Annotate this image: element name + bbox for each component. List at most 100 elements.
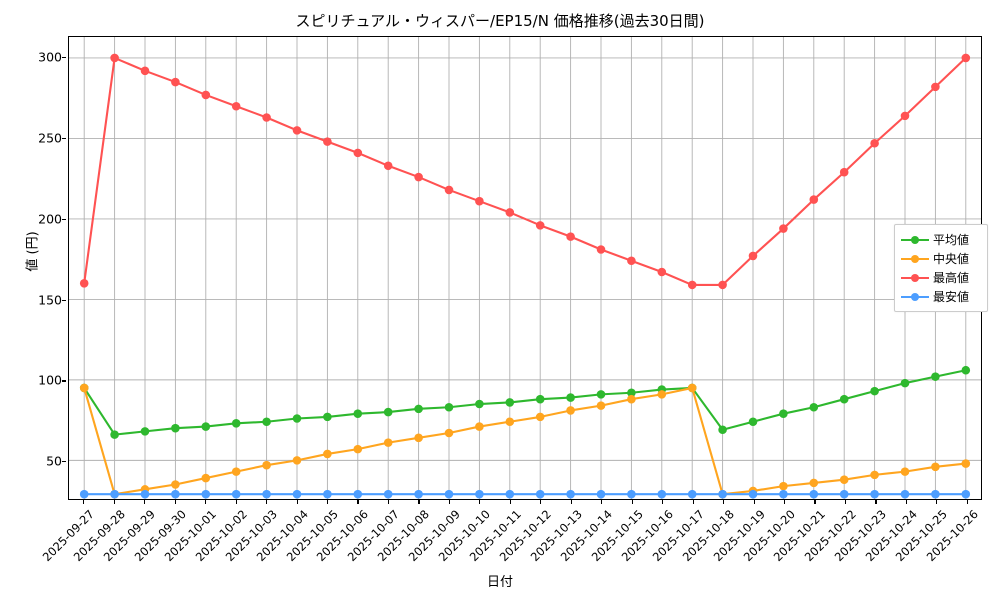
x-axis-tick-mark bbox=[448, 500, 451, 504]
x-axis-tick-mark bbox=[235, 500, 237, 504]
x-axis-tick-mark bbox=[631, 500, 633, 504]
x-axis-tick-mark bbox=[174, 500, 176, 504]
data-point bbox=[475, 489, 484, 499]
data-point bbox=[140, 489, 150, 499]
data-series-layer bbox=[79, 53, 971, 499]
data-point bbox=[323, 137, 332, 146]
x-axis-tick-group: 2025-09-27 2025-09-28 2025-09-29 2025-09-30… bbox=[40, 500, 982, 570]
data-point bbox=[444, 402, 454, 412]
data-point bbox=[140, 66, 150, 76]
data-point bbox=[900, 111, 910, 121]
series-line bbox=[83, 56, 967, 286]
data-point bbox=[505, 489, 515, 499]
data-point bbox=[657, 267, 667, 277]
data-point bbox=[961, 365, 971, 375]
legend-item-2[interactable]: 中央値 bbox=[901, 249, 981, 268]
x-axis-tick-mark bbox=[753, 500, 755, 504]
legend-marker-icon bbox=[901, 252, 929, 266]
data-point bbox=[718, 489, 727, 499]
data-point bbox=[353, 409, 363, 418]
data-point bbox=[475, 196, 484, 206]
data-point bbox=[292, 414, 302, 423]
data-point bbox=[444, 489, 454, 499]
data-point bbox=[839, 475, 849, 484]
data-point bbox=[475, 399, 484, 409]
data-point bbox=[262, 417, 271, 427]
data-point bbox=[505, 417, 515, 427]
data-point bbox=[627, 394, 636, 404]
data-point bbox=[201, 422, 211, 431]
data-point bbox=[779, 489, 788, 499]
legend-item-3[interactable]: 最高値 bbox=[901, 268, 981, 287]
data-point bbox=[839, 489, 849, 499]
x-axis-label: 日付 bbox=[486, 575, 513, 590]
data-point bbox=[657, 390, 667, 399]
x-axis-tick-mark bbox=[814, 500, 816, 504]
legend-label: 最高値 bbox=[933, 271, 970, 285]
data-point bbox=[383, 438, 393, 447]
legend-item-4[interactable]: 最安値 bbox=[901, 287, 981, 306]
data-point bbox=[870, 470, 879, 480]
data-point bbox=[292, 456, 302, 465]
data-point bbox=[657, 489, 667, 499]
data-point bbox=[171, 423, 180, 433]
data-point bbox=[779, 224, 788, 233]
data-point bbox=[535, 489, 545, 499]
data-point bbox=[809, 489, 819, 499]
x-axis-tick-mark bbox=[875, 500, 877, 504]
data-point bbox=[414, 433, 423, 443]
data-point bbox=[779, 481, 788, 491]
data-point bbox=[535, 394, 545, 404]
data-point bbox=[687, 280, 697, 290]
y-axis-tick-mark bbox=[62, 137, 66, 140]
data-point bbox=[110, 53, 119, 63]
data-point bbox=[79, 383, 89, 393]
data-point bbox=[323, 449, 332, 459]
data-point bbox=[779, 409, 788, 418]
x-axis-tick-mark bbox=[83, 500, 85, 504]
x-axis-tick-mark bbox=[418, 500, 420, 504]
data-point bbox=[383, 407, 393, 417]
data-point bbox=[444, 185, 454, 195]
x-axis-tick-mark bbox=[692, 500, 694, 504]
data-point bbox=[931, 489, 940, 499]
x-axis-tick-mark bbox=[357, 500, 359, 504]
data-point bbox=[809, 195, 819, 204]
x-axis-tick-mark bbox=[540, 500, 542, 504]
data-point bbox=[566, 393, 575, 402]
data-point bbox=[231, 467, 241, 476]
data-point bbox=[748, 417, 758, 427]
data-point bbox=[566, 232, 575, 241]
legend-marker-icon bbox=[901, 233, 929, 247]
data-point bbox=[323, 489, 332, 499]
data-point bbox=[535, 412, 545, 422]
y-axis-tick-label: 200 bbox=[38, 211, 62, 227]
data-point bbox=[171, 480, 180, 489]
y-axis-tick-mark bbox=[62, 218, 66, 220]
data-point bbox=[961, 489, 971, 499]
data-point bbox=[627, 256, 636, 266]
data-point bbox=[627, 489, 636, 499]
data-point bbox=[414, 489, 423, 499]
x-axis-tick-mark bbox=[844, 500, 847, 504]
data-point bbox=[414, 172, 423, 182]
series-line bbox=[83, 369, 967, 436]
series-1 bbox=[79, 365, 971, 439]
y-axis-tick-mark bbox=[62, 57, 66, 59]
y-axis-tick-label: 100 bbox=[38, 372, 62, 388]
data-point bbox=[201, 473, 211, 483]
data-point bbox=[231, 419, 241, 428]
legend-label: 平均値 bbox=[933, 233, 970, 247]
data-point bbox=[353, 444, 363, 454]
legend-item-1[interactable]: 平均値 bbox=[901, 230, 981, 249]
data-point bbox=[839, 394, 849, 404]
data-point bbox=[323, 412, 332, 422]
data-point bbox=[748, 489, 758, 499]
data-point bbox=[687, 489, 697, 499]
legend-marker-icon bbox=[901, 271, 929, 285]
x-axis-tick-mark bbox=[570, 500, 572, 504]
data-point bbox=[231, 101, 241, 111]
legend-marker-icon bbox=[901, 290, 929, 304]
data-point bbox=[961, 53, 971, 63]
x-axis-tick-mark bbox=[479, 500, 481, 504]
